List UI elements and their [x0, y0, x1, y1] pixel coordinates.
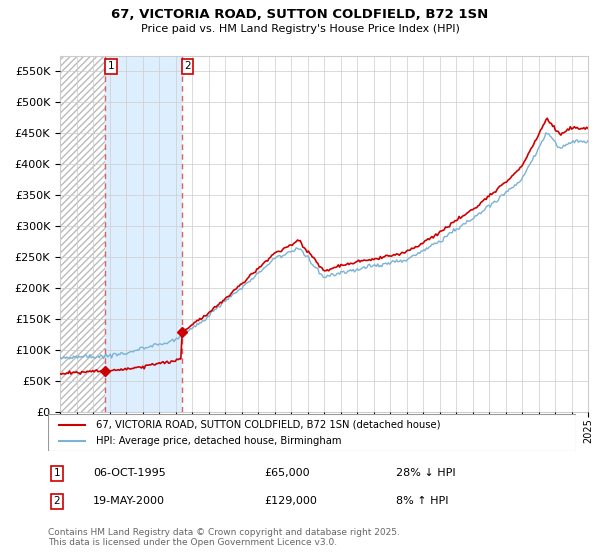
- Text: 19-MAY-2000: 19-MAY-2000: [93, 496, 165, 506]
- Text: £65,000: £65,000: [264, 468, 310, 478]
- Text: 67, VICTORIA ROAD, SUTTON COLDFIELD, B72 1SN (detached house): 67, VICTORIA ROAD, SUTTON COLDFIELD, B72…: [95, 419, 440, 430]
- Text: 28% ↓ HPI: 28% ↓ HPI: [396, 468, 455, 478]
- Text: £129,000: £129,000: [264, 496, 317, 506]
- Text: 8% ↑ HPI: 8% ↑ HPI: [396, 496, 449, 506]
- Text: 67, VICTORIA ROAD, SUTTON COLDFIELD, B72 1SN: 67, VICTORIA ROAD, SUTTON COLDFIELD, B72…: [112, 8, 488, 21]
- Text: 06-OCT-1995: 06-OCT-1995: [93, 468, 166, 478]
- Text: Contains HM Land Registry data © Crown copyright and database right 2025.
This d: Contains HM Land Registry data © Crown c…: [48, 528, 400, 547]
- Text: 2: 2: [184, 62, 191, 71]
- Bar: [106, 56, 182, 412]
- Text: Price paid vs. HM Land Registry's House Price Index (HPI): Price paid vs. HM Land Registry's House …: [140, 24, 460, 34]
- Bar: [60, 56, 106, 412]
- Text: HPI: Average price, detached house, Birmingham: HPI: Average price, detached house, Birm…: [95, 436, 341, 446]
- Text: 1: 1: [53, 468, 61, 478]
- Text: 2: 2: [53, 496, 61, 506]
- Text: 1: 1: [108, 62, 115, 71]
